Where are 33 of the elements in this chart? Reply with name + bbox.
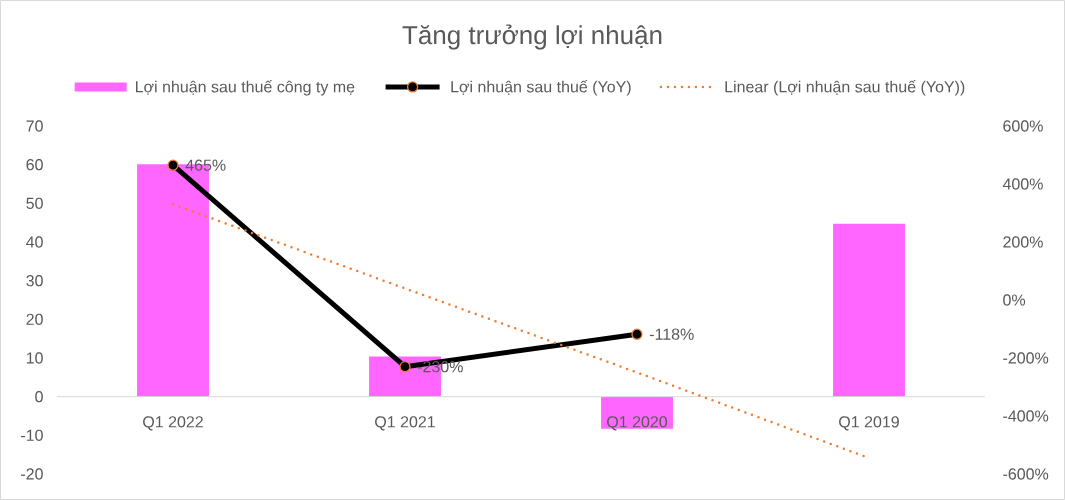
- y2-tick-label: -400%: [1003, 410, 1049, 422]
- x-tick-label: Q1 2022: [143, 416, 203, 431]
- bar: [601, 396, 673, 429]
- y-tick-label: 50: [26, 197, 43, 209]
- y2-tick-label: 200%: [1003, 236, 1043, 248]
- x-tick-label: Q1 2021: [375, 416, 435, 431]
- y-tick-label: 40: [26, 236, 43, 248]
- point: [399, 361, 411, 373]
- y-tick-label: -20: [21, 468, 43, 480]
- y-tick-label: 20: [26, 313, 43, 325]
- y-tick-label: 30: [26, 275, 43, 287]
- x-tick-label: Q1 2019: [839, 416, 899, 431]
- data-label: 465%: [185, 159, 226, 171]
- y-tick-label: 10: [26, 352, 43, 364]
- y-tick-label: -10: [21, 429, 43, 441]
- y2-tick-label: -200%: [1003, 352, 1049, 364]
- y-tick-label: 0: [35, 391, 43, 403]
- data-label: -230%: [417, 361, 463, 373]
- y2-tick-label: 400%: [1002, 178, 1043, 190]
- y2-tick-label: -600%: [1003, 468, 1049, 480]
- x-tick-label: Q1 2020: [607, 416, 668, 431]
- point: [167, 159, 179, 171]
- y-tick-label: 70: [26, 120, 43, 132]
- y2-tick-label: 600%: [1003, 120, 1043, 132]
- chart-title: Tăng trưởng lợi nhuận: [402, 24, 662, 50]
- legend-label: Lợi nhuận sau thuế công ty mẹ: [136, 80, 355, 96]
- bar: [833, 223, 905, 397]
- data-label: -118%: [649, 328, 694, 340]
- y-tick-label: 60: [26, 159, 43, 171]
- y2-tick-label: 0%: [1003, 294, 1026, 306]
- point: [631, 328, 643, 340]
- legend-label: Lợi nhuận sau thuế (YoY): [451, 80, 631, 96]
- legend-label: Linear (Lợi nhuận sau thuế (YoY)): [725, 80, 965, 96]
